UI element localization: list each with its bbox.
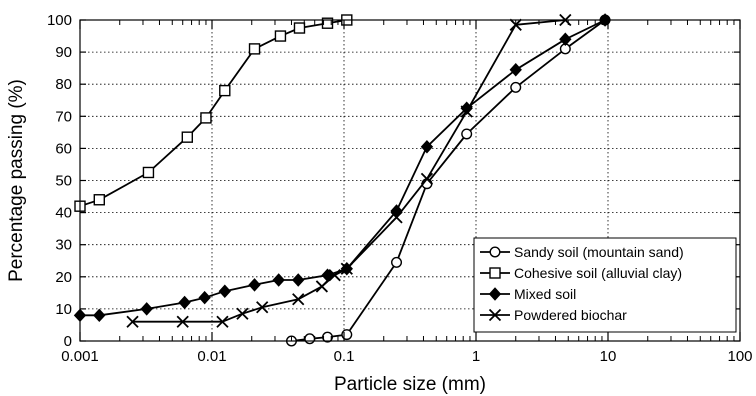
- y-tick-label: 90: [55, 44, 72, 61]
- y-axis-title: Percentage passing (%): [6, 79, 27, 282]
- y-tick-label: 70: [55, 108, 72, 125]
- data-point: [93, 194, 105, 206]
- legend-label: Powdered biochar: [514, 307, 627, 323]
- data-point: [219, 84, 231, 97]
- data-point: [236, 307, 249, 320]
- data-point: [510, 81, 522, 93]
- data-point: [248, 278, 261, 292]
- data-point: [292, 273, 305, 287]
- data-point: [181, 131, 194, 143]
- x-tick-label: 0.001: [61, 348, 99, 365]
- legend-label: Sandy soil (mountain sand): [514, 244, 684, 260]
- y-tick-label: 20: [55, 269, 72, 286]
- data-point: [292, 293, 305, 306]
- data-point: [340, 262, 353, 275]
- data-point: [391, 256, 403, 268]
- legend-marker: [488, 287, 502, 301]
- legend-marker: [488, 308, 502, 322]
- data-point: [140, 302, 153, 316]
- data-point: [198, 290, 211, 305]
- legend-box: [473, 237, 737, 333]
- legend-label: Mixed soil: [514, 286, 576, 302]
- data-point: [328, 269, 341, 282]
- axis-ticks: 0.001 0.01 0.1 1 10 100 0 10 20 30 40 50 60 70 80 90 100: [47, 12, 753, 365]
- data-point: [322, 331, 334, 343]
- data-point: [93, 308, 106, 323]
- x-tick-label: 0.1: [334, 348, 355, 365]
- y-tick-label: 0: [64, 333, 72, 350]
- y-tick-label: 40: [55, 205, 72, 222]
- data-point: [509, 63, 522, 77]
- data-point: [460, 105, 473, 118]
- data-point: [216, 315, 229, 328]
- data-point: [420, 140, 434, 154]
- y-tick-label: 80: [55, 76, 72, 93]
- series-line: [291, 19, 606, 342]
- x-tick-label: 1: [472, 348, 480, 365]
- legend: Sandy soil (mountain sand) Cohesive soil …: [473, 237, 737, 333]
- legend-label: Cohesive soil (alluvial clay): [514, 265, 682, 281]
- series-square-open: [74, 14, 353, 212]
- series-line: [132, 19, 566, 323]
- data-point: [293, 22, 306, 34]
- data-point: [321, 17, 334, 29]
- data-point: [304, 333, 316, 345]
- data-point: [200, 112, 212, 124]
- data-point: [218, 284, 231, 298]
- legend-marker: [489, 246, 501, 258]
- y-tick-label: 10: [55, 301, 72, 318]
- data-point: [272, 273, 285, 287]
- x-tick-label: 0.01: [197, 348, 226, 365]
- data-point: [178, 295, 191, 310]
- x-tick-label: 100: [727, 348, 752, 365]
- y-tick-label: 50: [55, 173, 72, 190]
- y-tick-label: 100: [47, 12, 72, 29]
- data-point: [420, 172, 434, 186]
- data-point: [559, 32, 572, 46]
- data-point: [248, 43, 261, 55]
- y-tick-label: 60: [55, 140, 72, 157]
- data-point: [176, 315, 189, 328]
- data-point: [315, 280, 329, 293]
- x-tick-label: 10: [600, 348, 617, 365]
- data-point: [390, 211, 403, 224]
- y-tick-label: 30: [55, 237, 72, 254]
- data-point: [274, 30, 287, 42]
- data-point: [126, 315, 139, 328]
- data-point: [461, 128, 473, 140]
- x-axis-title: Particle size (mm): [334, 374, 486, 395]
- data-point: [142, 166, 155, 179]
- legend-marker: [489, 267, 501, 279]
- series-line: [79, 19, 347, 208]
- data-series: [73, 13, 612, 347]
- grid-lines: [80, 20, 740, 341]
- data-point: [256, 301, 269, 314]
